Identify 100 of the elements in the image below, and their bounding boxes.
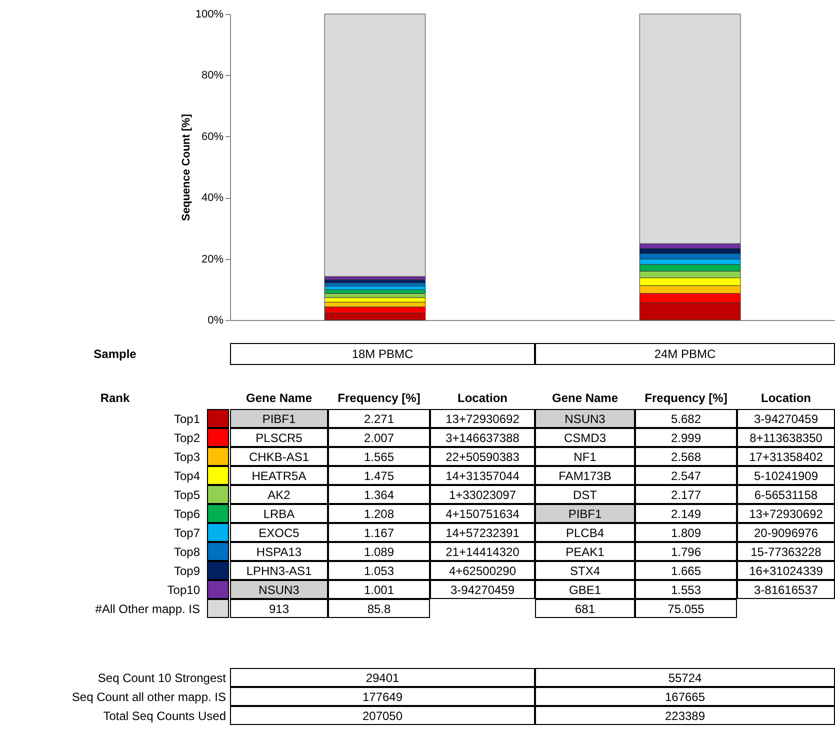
text: 3-81616537 [737, 580, 835, 599]
legend-label: Top6 [172, 506, 201, 522]
text: 21+14414320 [430, 542, 535, 561]
text: 22+50590383 [430, 447, 535, 466]
legend-label: Top2 [172, 430, 201, 446]
text: NF1 [535, 447, 635, 466]
text: 5-10241909 [737, 466, 835, 485]
legend-label: Top1 [172, 410, 201, 428]
text: 223389 [535, 706, 835, 725]
data-label: 2.568 [635, 447, 737, 466]
y-tick-label: 60% [201, 130, 224, 143]
y-tick-label: 20% [201, 253, 224, 266]
legend-label: Top7 [172, 524, 201, 542]
bar [324, 282, 426, 286]
text: Gene Name [244, 390, 314, 406]
text: Frequency [%] [644, 390, 728, 404]
text: FAM173B [535, 466, 635, 485]
text: 13+72930692 [737, 504, 835, 523]
text: 6-56531158 [737, 485, 835, 504]
legend-label: Top3 [172, 448, 201, 466]
y-tick-label: 100% [195, 8, 224, 20]
text: CSMD3 [535, 428, 635, 447]
text: 913 [230, 599, 328, 618]
text: PIBF1 [535, 504, 635, 523]
data-label: 75.055 [635, 599, 737, 618]
text: NSUN3 [535, 409, 635, 428]
data-label: 2.271 [328, 409, 430, 428]
legend-label: Top5 [172, 486, 201, 504]
legend-label: Top10 [166, 582, 201, 598]
text: 14+57232391 [430, 523, 535, 542]
text: PIBF1 [230, 409, 328, 428]
text: Sample [92, 346, 138, 363]
text: HEATR5A [230, 466, 328, 485]
data-label: 1.665 [635, 561, 737, 580]
data-label: 1.089 [328, 542, 430, 561]
data-label: 1.053 [328, 561, 430, 580]
text: PLSCR5 [230, 428, 328, 447]
bar [324, 14, 426, 277]
text: Seq Count all other mapp. IS [70, 688, 226, 706]
text: HSPA13 [230, 542, 328, 561]
text: 17+31358402 [737, 447, 835, 466]
text: GBE1 [535, 580, 635, 599]
x-tick-label: 24M PBMC [535, 343, 835, 365]
text: 4+150751634 [430, 504, 535, 523]
text: Seq Count 10 Strongest [96, 670, 226, 686]
text: 177649 [230, 687, 535, 706]
data-label: 2.177 [635, 485, 737, 504]
text: 3-94270459 [430, 580, 535, 599]
data-label: 1.553 [635, 580, 737, 599]
text: LRBA [230, 504, 328, 523]
data-label: 2.999 [635, 428, 737, 447]
text: Frequency [%] [336, 390, 422, 406]
data-label: 5.682 [635, 409, 737, 428]
text: 15-77363228 [737, 542, 835, 561]
text: 681 [535, 599, 635, 618]
text: 13+72930692 [430, 409, 535, 428]
data-label: 1.475 [328, 466, 430, 485]
text: 167665 [535, 687, 835, 706]
text: Total Seq Counts Used [102, 708, 226, 724]
x-tick-label: 18M PBMC [230, 343, 535, 365]
data-label: 85.8 [328, 599, 430, 618]
data-label: 2.149 [635, 504, 737, 523]
text: Location [761, 390, 811, 404]
legend-label: #All Other mapp. IS [94, 600, 201, 618]
legend-label: Top4 [172, 468, 201, 484]
text: 14+31357044 [430, 466, 535, 485]
y-tick-label: 0% [208, 314, 224, 326]
y-tick-label: 40% [201, 192, 224, 204]
legend-label: Top8 [172, 544, 201, 560]
text: EXOC5 [230, 523, 328, 542]
text: Rank [99, 390, 131, 406]
text: AK2 [230, 485, 328, 504]
y-tick-label: 80% [201, 70, 224, 82]
data-label: 1.364 [328, 485, 430, 504]
text: 29401 [230, 668, 535, 687]
text: 4+62500290 [430, 561, 535, 580]
text: 3+146637388 [430, 428, 535, 447]
data-label: 1.001 [328, 580, 430, 599]
text: NSUN3 [230, 580, 328, 599]
text: 55724 [535, 668, 835, 687]
y-axis-title: Sequence Count [%] [180, 114, 192, 221]
text: 20-9096976 [737, 523, 835, 542]
data-label: 1.809 [635, 523, 737, 542]
data-label: 2.007 [328, 428, 430, 447]
text: 3-94270459 [737, 409, 835, 428]
data-label: 1.796 [635, 542, 737, 561]
text: STX4 [535, 561, 635, 580]
text: LPHN3-AS1 [230, 561, 328, 580]
text: PEAK1 [535, 542, 635, 561]
data-label: 1.167 [328, 523, 430, 542]
data-label: 2.547 [635, 466, 737, 485]
text: 1+33023097 [430, 485, 535, 504]
data-label: 1.208 [328, 504, 430, 523]
bar [324, 289, 426, 294]
text: PLCB4 [535, 523, 635, 542]
data-label: 1.565 [328, 447, 430, 466]
legend-label: Top9 [172, 562, 201, 580]
text: CHKB-AS1 [230, 447, 328, 466]
text: 16+31024339 [737, 561, 835, 580]
text: 207050 [230, 706, 535, 725]
